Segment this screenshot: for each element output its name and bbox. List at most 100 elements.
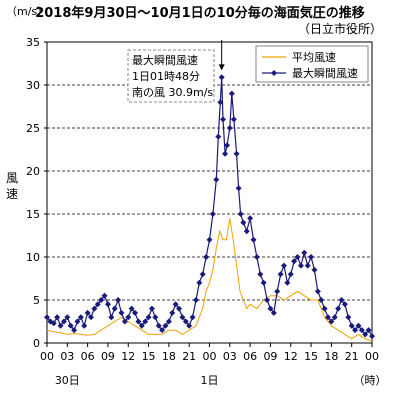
y-tick-label: 5 [33, 294, 40, 307]
data-point [60, 318, 67, 325]
legend-label: 平均風速 [292, 51, 336, 64]
data-point [352, 327, 359, 334]
x-day-label: 1日 [201, 374, 219, 387]
data-point [118, 309, 125, 316]
data-point [341, 301, 348, 308]
data-point [179, 314, 186, 321]
data-point [44, 314, 50, 321]
x-tick-label: 00 [365, 350, 379, 363]
data-point [121, 318, 128, 325]
x-tick-label: 12 [284, 350, 298, 363]
data-point [222, 150, 229, 157]
data-point [220, 116, 227, 123]
x-tick-label: 21 [182, 350, 196, 363]
data-point [235, 185, 242, 192]
data-point [206, 236, 213, 243]
data-point [328, 318, 335, 325]
data-point [338, 297, 345, 303]
y-tick-label: 35 [26, 36, 40, 49]
data-point [155, 322, 162, 329]
data-point [264, 297, 271, 303]
data-point [108, 314, 115, 321]
y-unit-label: （m/s） [6, 5, 49, 18]
data-point [318, 297, 325, 303]
x-tick-label: 18 [324, 350, 338, 363]
data-point [159, 327, 166, 334]
data-point [250, 236, 257, 243]
data-point [270, 309, 277, 316]
data-point [355, 322, 362, 329]
legend-marker [271, 70, 277, 76]
data-point [243, 228, 250, 235]
data-point [331, 314, 338, 321]
x-tick-label: 15 [142, 350, 156, 363]
y-axis-label: 風 [6, 171, 18, 185]
data-point [294, 254, 301, 260]
x-tick-label: 00 [203, 350, 217, 363]
data-point [132, 309, 139, 316]
x-tick-label: 18 [162, 350, 176, 363]
data-point [84, 309, 91, 316]
data-point [240, 219, 247, 226]
data-point [213, 176, 220, 183]
data-point [54, 314, 61, 321]
data-point [169, 309, 176, 316]
data-point [94, 301, 101, 308]
data-point [152, 314, 159, 321]
x-tick-label: 15 [304, 350, 318, 363]
data-point [145, 314, 152, 321]
annotation-text: 1日01時48分 [132, 70, 200, 83]
data-point [50, 320, 57, 327]
data-point [226, 125, 233, 131]
annotation-text: 南の風 30.9m/s [132, 86, 213, 99]
legend-label: 最大瞬間風速 [292, 66, 358, 80]
data-point [291, 258, 298, 265]
data-point [253, 254, 260, 260]
data-point [260, 279, 267, 286]
data-point [115, 297, 122, 303]
annotation-arrowhead [218, 64, 225, 71]
data-point [358, 327, 365, 334]
x-tick-label: 00 [40, 350, 54, 363]
data-point [218, 74, 225, 81]
data-point [257, 271, 264, 278]
data-point [233, 150, 240, 157]
chart-subtitle: （日立市役所） [297, 22, 382, 36]
x-tick-label: 12 [121, 350, 135, 363]
x-unit-label: （時） [354, 374, 387, 387]
data-point [228, 90, 235, 97]
data-point [98, 297, 105, 303]
series-line [46, 218, 373, 342]
data-point [101, 292, 108, 299]
data-point [104, 301, 111, 308]
data-point [365, 327, 372, 334]
data-point [165, 318, 172, 325]
data-point [71, 327, 78, 334]
data-point [88, 314, 95, 321]
data-point [138, 322, 145, 329]
y-tick-label: 15 [26, 208, 40, 221]
x-tick-label: 03 [223, 350, 237, 363]
x-tick-label: 03 [60, 350, 74, 363]
data-point [125, 314, 132, 321]
data-point [189, 314, 196, 321]
data-point [196, 279, 203, 286]
data-point [345, 314, 352, 321]
data-point [297, 262, 304, 269]
data-point [203, 254, 210, 260]
data-point [209, 211, 216, 217]
data-point [77, 314, 84, 321]
data-point [215, 133, 222, 140]
data-point [172, 301, 179, 308]
data-point [287, 271, 294, 278]
data-point [142, 318, 149, 325]
data-point [111, 305, 118, 312]
data-point [148, 305, 155, 312]
x-day-label: 30日 [55, 374, 80, 387]
data-point [81, 322, 88, 329]
data-point [335, 305, 342, 312]
data-point [57, 322, 64, 329]
data-point [362, 331, 369, 338]
data-point [284, 279, 291, 286]
data-point [91, 305, 98, 312]
